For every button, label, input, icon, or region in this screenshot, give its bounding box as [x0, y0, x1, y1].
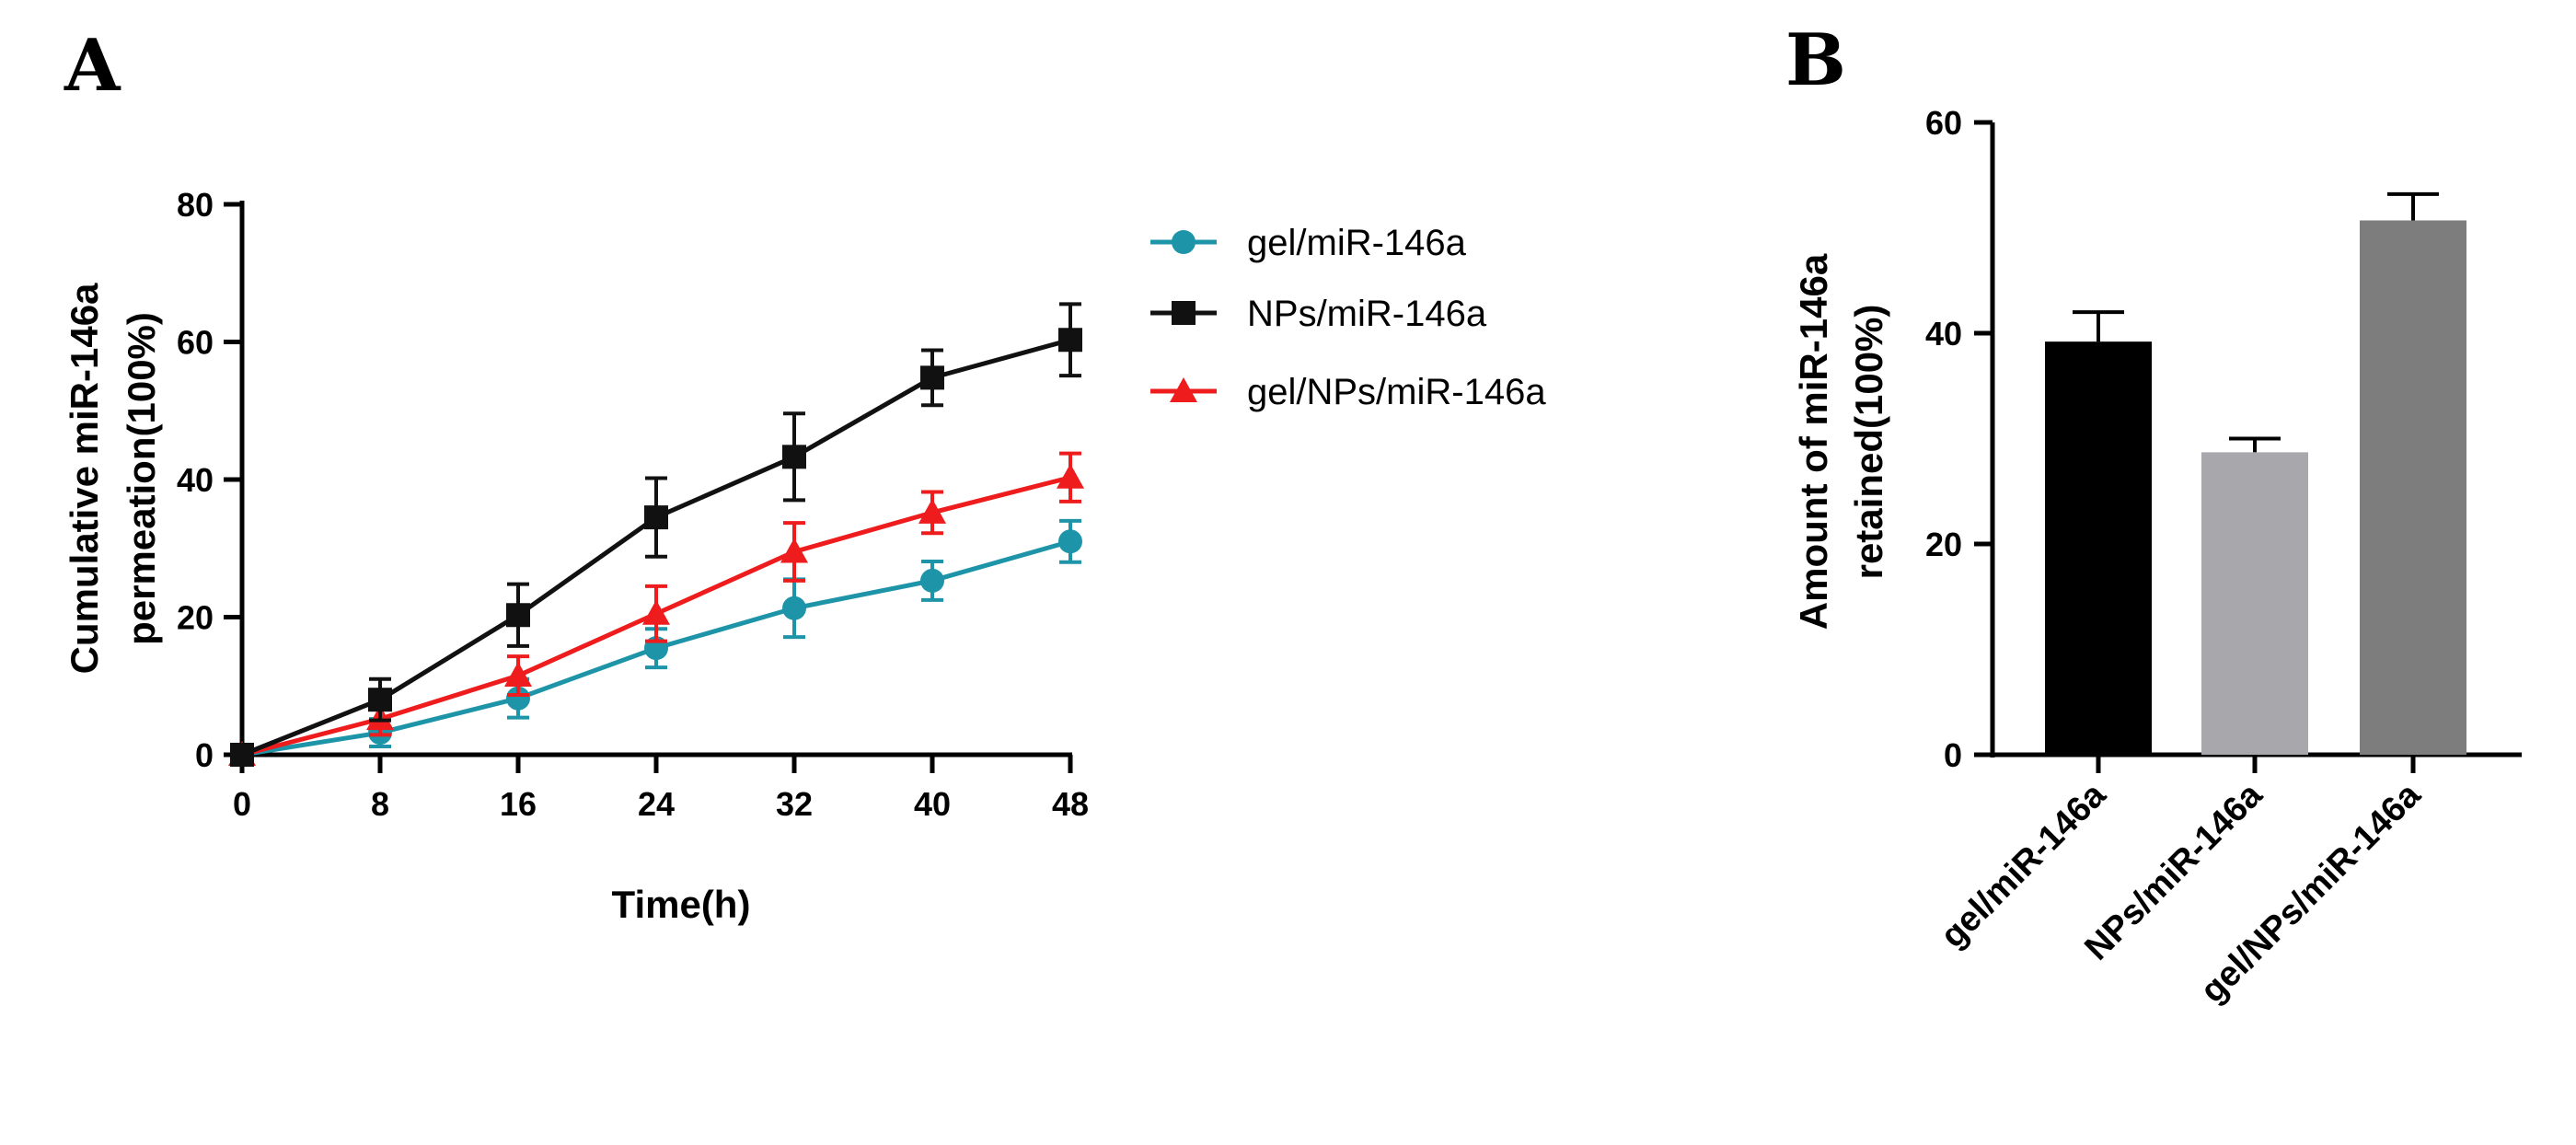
data-point	[644, 505, 668, 530]
data-point	[782, 596, 806, 620]
y-tick-label-a: 80	[177, 186, 214, 224]
y-ticks-a: 0 20 40 60 80	[177, 186, 242, 774]
line-chart-panel-a: 0 20 40 60 80 0 8 16 24 32 40 48 Time(h) Cumulativ…	[63, 186, 1546, 926]
panel-label-a: A	[64, 24, 121, 108]
legend-label: NPs/miR-146a	[1247, 294, 1487, 334]
y-tick-label-b: 60	[1925, 104, 1962, 142]
legend-label: gel/NPs/miR-146a	[1247, 372, 1546, 412]
y-tick-label-b: 0	[1944, 736, 1962, 774]
bars-b	[2045, 191, 2466, 756]
data-point	[504, 662, 532, 688]
data-point	[506, 603, 530, 628]
data-point	[1058, 328, 1082, 353]
y-tick-label-a: 40	[177, 461, 214, 499]
x-axis-title-a: Time(h)	[612, 883, 751, 926]
x-tick-label-a: 8	[371, 785, 389, 823]
bar	[2360, 220, 2466, 756]
legend-marker	[1172, 301, 1196, 325]
x-tick-label-b: gel/miR-146a	[1934, 775, 2114, 955]
bar	[2201, 452, 2308, 755]
x-tick-label-a: 32	[776, 785, 813, 823]
y-tick-label-b: 40	[1925, 315, 1962, 353]
x-tick-label-a: 0	[233, 785, 251, 823]
y-ticks-b: 0 20 40 60	[1925, 104, 1993, 774]
data-point	[1057, 463, 1084, 489]
y-axis-title-a-line1: Cumulative miR-146a	[63, 283, 106, 674]
legend-marker	[1170, 377, 1197, 402]
x-ticks-a: 0 8 16 24 32 40 48	[233, 755, 1089, 823]
y-tick-label-b: 20	[1925, 526, 1962, 563]
y-tick-label-a: 20	[177, 599, 214, 637]
x-tick-label-a: 16	[500, 785, 537, 823]
y-axis-title-b-line2: retained(100%)	[1847, 305, 1890, 580]
data-point	[642, 599, 670, 625]
x-tick-label-a: 48	[1052, 785, 1089, 823]
x-tick-label-a: 40	[914, 785, 951, 823]
y-tick-label-a: 0	[195, 736, 214, 774]
data-point	[230, 743, 254, 767]
y-axis-title-a-line2: permeation(100%)	[120, 312, 163, 645]
data-point	[920, 568, 944, 593]
data-point	[780, 538, 808, 563]
legend-marker	[1172, 230, 1196, 254]
bar	[2045, 341, 2152, 755]
x-tick-label-a: 24	[638, 785, 675, 823]
y-tick-label-a: 60	[177, 324, 214, 362]
data-point	[1058, 529, 1082, 554]
panel-label-b: B	[1785, 18, 1846, 102]
legend-a: gel/miR-146a NPs/miR-146a gel/NPs/miR-146a	[1150, 223, 1546, 412]
bar-chart-panel-b: 0 20 40 60 gel/miR-146aNPs/miR-146agel/NPs/…	[1792, 104, 2522, 1011]
data-point	[782, 445, 806, 469]
data-point	[918, 498, 946, 524]
data-point	[368, 688, 392, 712]
legend-label: gel/miR-146a	[1247, 223, 1467, 263]
data-point	[506, 686, 530, 711]
series-1-group	[230, 302, 1082, 767]
series-group-a	[228, 302, 1084, 767]
data-point	[920, 365, 944, 390]
y-axis-title-b-line1: Amount of miR-146a	[1792, 253, 1835, 630]
